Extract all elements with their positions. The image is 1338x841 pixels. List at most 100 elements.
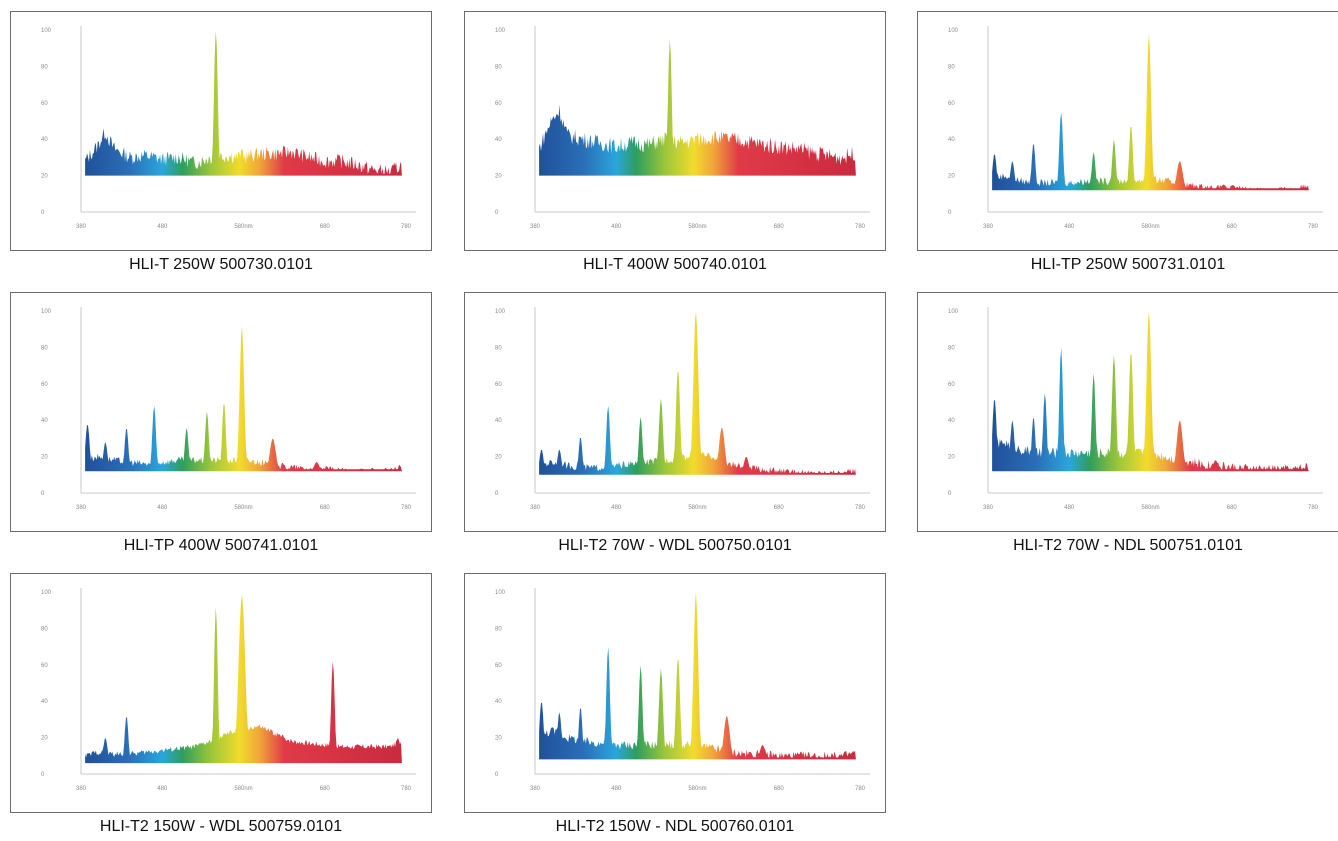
chart-caption: HLI-T2 70W - NDL 500751.0101 — [1013, 537, 1243, 554]
x-tick-label: 780 — [855, 505, 866, 511]
x-tick-label: 580nm — [234, 786, 252, 792]
spectrum-panel: 100 80 60 40 20 0 380 480 580nm 680 780 HLI-T2 70W… — [917, 292, 1338, 560]
y-tick-label: 40 — [41, 418, 48, 424]
y-tick-label: 80 — [41, 345, 48, 351]
x-tick-label: 680 — [774, 224, 785, 230]
chart-caption: HLI-T2 150W - NDL 500760.0101 — [555, 818, 795, 835]
chart-frame: 100 80 60 40 20 0 380 480 580nm 680 780 — [10, 573, 432, 813]
spectrum-area — [539, 592, 856, 760]
y-tick-label: 100 — [948, 309, 959, 315]
spectrum-chart: 100 80 60 40 20 0 380 480 580nm 680 780 — [41, 588, 416, 792]
x-tick-label: 680 — [1227, 224, 1238, 230]
y-tick-label: 60 — [41, 382, 48, 388]
y-tick-label: 20 — [41, 455, 48, 461]
x-tick-label: 680 — [320, 224, 331, 230]
x-tick-label: 480 — [611, 224, 622, 230]
spectrum-area — [85, 30, 402, 176]
spectrum-panel: 100 80 60 40 20 0 380 480 580nm 680 780 HLI-T2 150… — [10, 573, 432, 841]
y-tick-label: 100 — [41, 309, 52, 315]
x-tick-label: 680 — [774, 786, 785, 792]
x-tick-label: 680 — [1227, 505, 1238, 511]
y-tick-label: 40 — [41, 137, 48, 143]
y-tick-label: 0 — [948, 491, 952, 497]
spectrum-panel: 100 80 60 40 20 0 380 480 580nm 680 780 HLI-T2 70W… — [464, 292, 886, 560]
spectrum-area — [85, 595, 402, 764]
y-tick-label: 80 — [495, 345, 502, 351]
x-tick-label: 380 — [76, 786, 87, 792]
y-tick-label: 40 — [495, 699, 502, 705]
chart-frame: 100 80 60 40 20 0 380 480 580nm 680 780 — [464, 11, 886, 251]
x-tick-label: 480 — [157, 786, 168, 792]
y-tick-label: 20 — [41, 736, 48, 742]
x-tick-label: 380 — [76, 224, 87, 230]
y-tick-label: 80 — [948, 64, 955, 70]
x-tick-label: 680 — [320, 786, 331, 792]
x-tick-label: 380 — [983, 224, 994, 230]
x-tick-label: 480 — [1064, 224, 1075, 230]
spectrum-panel: 100 80 60 40 20 0 380 480 580nm 680 780 HLI-T 400W… — [464, 11, 886, 279]
y-tick-label: 20 — [495, 736, 502, 742]
chart-caption: HLI-T2 150W - WDL 500759.0101 — [99, 818, 343, 835]
x-tick-label: 480 — [611, 505, 622, 511]
x-tick-label: 780 — [401, 786, 412, 792]
y-tick-label: 0 — [495, 491, 499, 497]
y-tick-label: 40 — [948, 137, 955, 143]
y-tick-label: 0 — [495, 210, 499, 216]
x-tick-label: 580nm — [1141, 224, 1159, 230]
y-tick-label: 80 — [495, 64, 502, 70]
y-tick-label: 20 — [41, 174, 48, 180]
x-tick-label: 780 — [401, 505, 412, 511]
y-tick-label: 40 — [948, 418, 955, 424]
x-tick-label: 780 — [1308, 224, 1319, 230]
y-tick-label: 40 — [495, 137, 502, 143]
y-tick-label: 80 — [41, 64, 48, 70]
y-tick-label: 100 — [948, 28, 959, 34]
x-tick-label: 380 — [76, 505, 87, 511]
x-tick-label: 380 — [530, 224, 541, 230]
x-tick-label: 380 — [530, 505, 541, 511]
y-tick-label: 100 — [495, 28, 506, 34]
x-tick-label: 680 — [774, 505, 785, 511]
y-tick-label: 60 — [41, 663, 48, 669]
spectrum-chart: 100 80 60 40 20 0 380 480 580nm 680 780 — [41, 307, 416, 511]
spectrum-chart: 100 80 60 40 20 0 380 480 580nm 680 780 — [495, 307, 870, 511]
y-tick-label: 60 — [948, 382, 955, 388]
x-tick-label: 480 — [1064, 505, 1075, 511]
y-tick-label: 60 — [495, 101, 502, 107]
spectrum-chart: 100 80 60 40 20 0 380 480 580nm 680 780 — [948, 26, 1323, 230]
y-tick-label: 0 — [41, 491, 45, 497]
y-tick-label: 0 — [41, 210, 45, 216]
spectrum-area — [85, 326, 402, 472]
spectrum-chart: 100 80 60 40 20 0 380 480 580nm 680 780 — [41, 26, 416, 230]
y-tick-label: 0 — [41, 772, 45, 778]
x-tick-label: 580nm — [688, 224, 706, 230]
spectrum-panel: 100 80 60 40 20 0 380 480 580nm 680 780 HLI-T 250W… — [10, 11, 432, 279]
x-tick-label: 580nm — [1141, 505, 1159, 511]
x-tick-label: 780 — [1308, 505, 1319, 511]
y-tick-label: 80 — [41, 626, 48, 632]
x-tick-label: 780 — [855, 224, 866, 230]
y-tick-label: 60 — [495, 663, 502, 669]
y-tick-label: 80 — [948, 345, 955, 351]
spectrum-panel: 100 80 60 40 20 0 380 480 580nm 680 780 HLI-TP 400… — [10, 292, 432, 560]
x-tick-label: 580nm — [234, 505, 252, 511]
chart-caption: HLI-TP 400W 500741.0101 — [123, 537, 319, 554]
y-tick-label: 100 — [41, 28, 52, 34]
spectrum-area — [539, 39, 856, 176]
spectrum-area — [992, 34, 1309, 191]
y-tick-label: 20 — [495, 455, 502, 461]
chart-frame: 100 80 60 40 20 0 380 480 580nm 680 780 — [917, 292, 1338, 532]
x-tick-label: 480 — [611, 786, 622, 792]
chart-caption: HLI-T 400W 500740.0101 — [583, 256, 767, 273]
y-tick-label: 60 — [41, 101, 48, 107]
chart-frame: 100 80 60 40 20 0 380 480 580nm 680 780 — [10, 292, 432, 532]
y-tick-label: 20 — [948, 174, 955, 180]
chart-frame: 100 80 60 40 20 0 380 480 580nm 680 780 — [10, 11, 432, 251]
spectrum-chart: 100 80 60 40 20 0 380 480 580nm 680 780 — [948, 307, 1323, 511]
x-tick-label: 580nm — [688, 786, 706, 792]
y-tick-label: 20 — [948, 455, 955, 461]
x-tick-label: 580nm — [688, 505, 706, 511]
spectrum-chart: 100 80 60 40 20 0 380 480 580nm 680 780 — [495, 588, 870, 792]
y-tick-label: 0 — [948, 210, 952, 216]
y-tick-label: 100 — [41, 590, 52, 596]
